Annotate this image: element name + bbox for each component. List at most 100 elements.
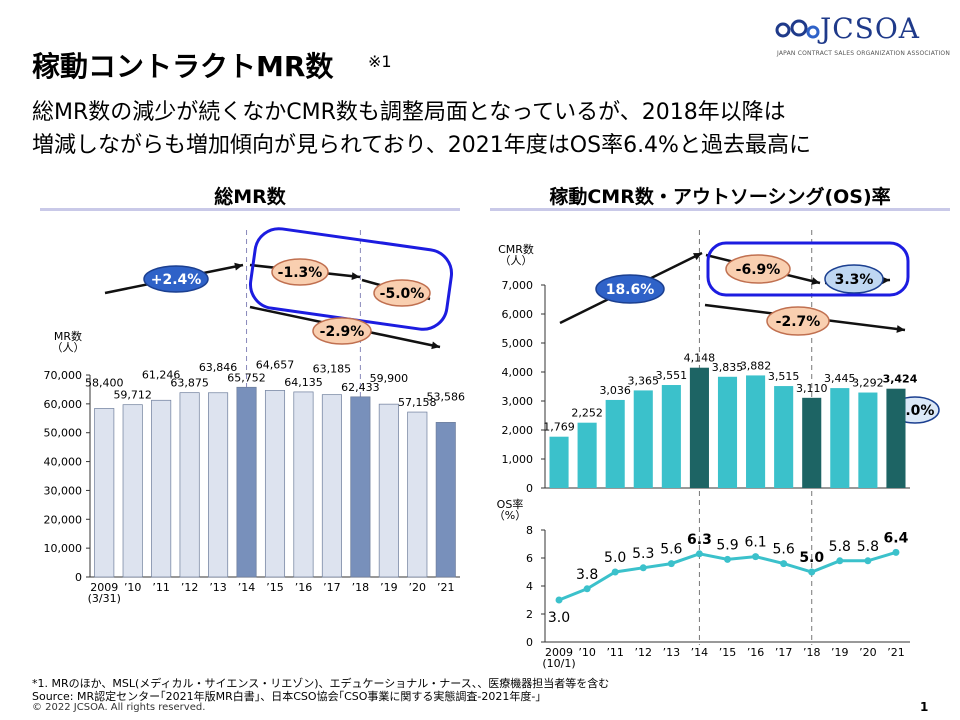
cmr-bar <box>830 388 850 488</box>
section-divider-right <box>490 208 950 211</box>
mr-plus-2-4-label: +2.4% <box>151 272 202 288</box>
mr-y-tick-label: 20,000 <box>44 513 83 526</box>
cmr-plus-18-6-bubble <box>595 274 665 304</box>
os-x-tick-label: ’15 <box>719 646 737 659</box>
mr-bar <box>293 391 314 578</box>
cmr-y-tick-label: 1,000 <box>502 453 534 466</box>
mr-trend-long-arrowhead <box>431 341 440 350</box>
mr-y-axis-title: （人） <box>52 341 85 354</box>
mr-value-label: 63,185 <box>313 363 352 376</box>
mr-value-label: 58,400 <box>85 376 124 389</box>
mr-plus-2-4-bubble <box>143 265 209 293</box>
mr-minus-1-3-label: -1.3% <box>278 265 323 281</box>
mr-value-label: 61,246 <box>142 368 181 381</box>
cmr-trend-up-arrowhead <box>693 253 702 261</box>
os-x-tick-label: ’21 <box>887 646 905 659</box>
os-x-tick-label: ’19 <box>831 646 849 659</box>
mr-minus-2-9-bubble <box>312 317 372 345</box>
footnote-1: *1. MRのほか、MSL(メディカル・サイエンス・リエゾン)、エデュケーショナ… <box>32 677 610 690</box>
subtitle-line-1: 総MR数の減少が続くなかCMR数も調整局面となっているが、2018年以降は <box>32 100 786 125</box>
subtitle-line-2: 増減しながらも増加傾向が見られており、2021年度はOS率6.4%と過去最高に <box>32 133 811 158</box>
cmr-y-axis-title: （人） <box>500 254 533 267</box>
os-value-label: 5.0 <box>604 550 626 566</box>
os-point <box>780 560 788 568</box>
os-point <box>836 557 844 565</box>
os-x-tick-label: ’20 <box>859 646 877 659</box>
mr-value-label: 62,433 <box>341 381 380 394</box>
cmr-value-label: 2,252 <box>571 407 603 420</box>
mr-bar <box>179 392 200 578</box>
cmr-bar <box>661 385 681 488</box>
os-value-label: 5.8 <box>829 539 851 555</box>
mr-x-tick-label: ’15 <box>266 581 284 594</box>
cmr-trend-long-arrowhead <box>896 325 905 333</box>
mr-x-tick-label: 2009 <box>90 581 118 594</box>
mr-y-tick-label: 0 <box>75 571 82 584</box>
os-x-tick-label: ’12 <box>635 646 653 659</box>
cmr-plus-3-3-bubble <box>824 264 884 294</box>
section-divider-left <box>40 208 460 211</box>
os-value-label: 6.4 <box>884 530 909 546</box>
os-value-label: 5.0 <box>799 550 824 566</box>
cmr-value-label: 3,515 <box>768 370 800 383</box>
cmr-plus-3-3-label: 3.3% <box>835 272 874 288</box>
cmr-value-label: 3,424 <box>883 373 918 386</box>
mr-trend-up-arrowhead <box>234 262 243 271</box>
os-value-label: 6.1 <box>744 535 766 551</box>
mr-value-label: 65,752 <box>227 371 266 384</box>
os-point <box>583 585 591 593</box>
cmr-y-tick-label: 6,000 <box>502 308 534 321</box>
mr-y-axis-title: MR数 <box>54 330 82 343</box>
os-point <box>752 553 760 561</box>
mr-y-tick-label: 30,000 <box>44 484 83 497</box>
os-point <box>555 596 563 604</box>
os-point <box>695 550 703 558</box>
os-x-tick-label: ’16 <box>747 646 765 659</box>
cmr-y-axis-title: CMR数 <box>498 243 534 256</box>
cmr-y-tick-label: 4,000 <box>502 366 534 379</box>
mr-trend-mid-arrowhead <box>351 272 360 281</box>
mr-bar <box>94 408 115 578</box>
mr-y-tick-label: 50,000 <box>44 427 83 440</box>
os-point <box>864 557 872 565</box>
page-title: 稼動コントラクトMR数 <box>32 50 334 83</box>
cmr-minus-2-7-label: -2.7% <box>776 314 821 330</box>
os-value-label: 5.6 <box>660 542 682 558</box>
os-y-tick-label: 4 <box>526 580 533 593</box>
mr-bar <box>378 403 399 578</box>
cmr-value-label: 1,769 <box>543 421 575 434</box>
cmr-y-tick-label: 5,000 <box>502 337 534 350</box>
mr-bar <box>350 396 371 578</box>
os-x-tick-label: ’17 <box>775 646 793 659</box>
mr-value-label: 57,158 <box>398 396 437 409</box>
logo-wordmark: JCSOA <box>820 12 921 45</box>
mr-bar <box>236 386 257 578</box>
mr-x-tick-label: ’17 <box>323 581 341 594</box>
mr-x-tick-label: ’19 <box>380 581 398 594</box>
cmr-plus-18-6-label: 18.6% <box>606 282 655 298</box>
os-x-tick-label: (10/1) <box>542 657 575 670</box>
os-value-label: 3.0 <box>548 610 570 626</box>
cmr-value-label: 3,882 <box>740 359 772 372</box>
os-value-label: 5.8 <box>857 539 879 555</box>
mr-minus-1-3-bubble <box>271 258 329 286</box>
os-x-tick-label: ’10 <box>578 646 596 659</box>
mr-x-tick-label: ’12 <box>181 581 199 594</box>
cmr-os-chart: 18.6%-6.9%3.3%-2.7%4.0% CMR数（人）01,0002,0… <box>494 230 940 670</box>
jcsoa-logo <box>775 19 820 39</box>
os-y-tick-label: 2 <box>526 608 533 621</box>
mr-value-label: 64,135 <box>284 376 323 389</box>
mr-y-tick-label: 10,000 <box>44 542 83 555</box>
mr-x-tick-label: ’14 <box>238 581 256 594</box>
os-y-tick-label: 8 <box>526 524 533 537</box>
os-value-label: 3.8 <box>576 567 598 583</box>
title-footnote-mark: ※1 <box>368 52 392 71</box>
mr-value-label: 59,900 <box>370 372 409 385</box>
cmr-value-label: 3,445 <box>824 372 856 385</box>
cmr-y-tick-label: 2,000 <box>502 424 534 437</box>
os-x-tick-label: ’13 <box>663 646 681 659</box>
mr-value-label: 63,846 <box>199 361 238 374</box>
cmr-bar <box>886 388 906 488</box>
cmr-trend-late-arrowhead <box>881 276 890 285</box>
mr-x-tick-label: ’21 <box>437 581 455 594</box>
